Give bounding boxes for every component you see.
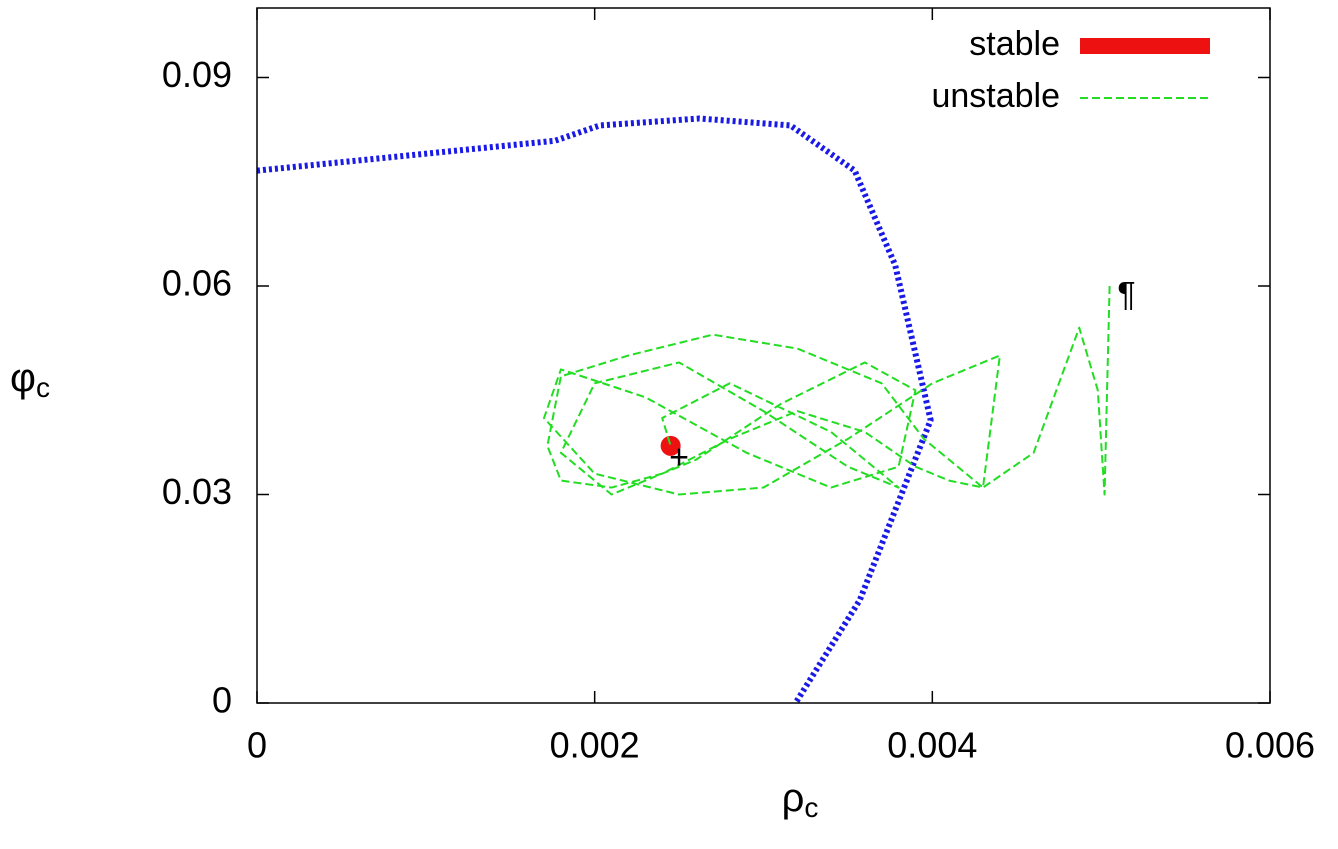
x-label-symbol: ρ [782, 776, 805, 820]
annotation: + [669, 439, 689, 477]
series-line [256, 115, 934, 705]
plot-frame [256, 7, 1271, 704]
y-axis-label: φc [10, 356, 50, 404]
series-point [660, 435, 681, 456]
legend-label: unstable [931, 77, 1060, 115]
series-line [543, 285, 1111, 496]
y-label-symbol: φ [10, 356, 36, 400]
x-tick-label: 0 [247, 725, 267, 766]
legend-label: stable [969, 25, 1060, 63]
y-tick-label: 0 [212, 680, 232, 721]
y-tick-label: 0.03 [162, 471, 232, 512]
annotation: ¶ [1117, 275, 1135, 313]
y-tick-label: 0.09 [162, 54, 232, 95]
y-tick-label: 0.06 [162, 263, 232, 304]
x-tick-label: 0.002 [550, 725, 640, 766]
x-tick-label: 0.006 [1225, 725, 1315, 766]
x-axis-label: ρc [782, 776, 819, 824]
x-tick-label: 0.004 [887, 725, 977, 766]
y-label-subscript: c [36, 372, 50, 403]
x-label-subscript: c [804, 792, 818, 823]
